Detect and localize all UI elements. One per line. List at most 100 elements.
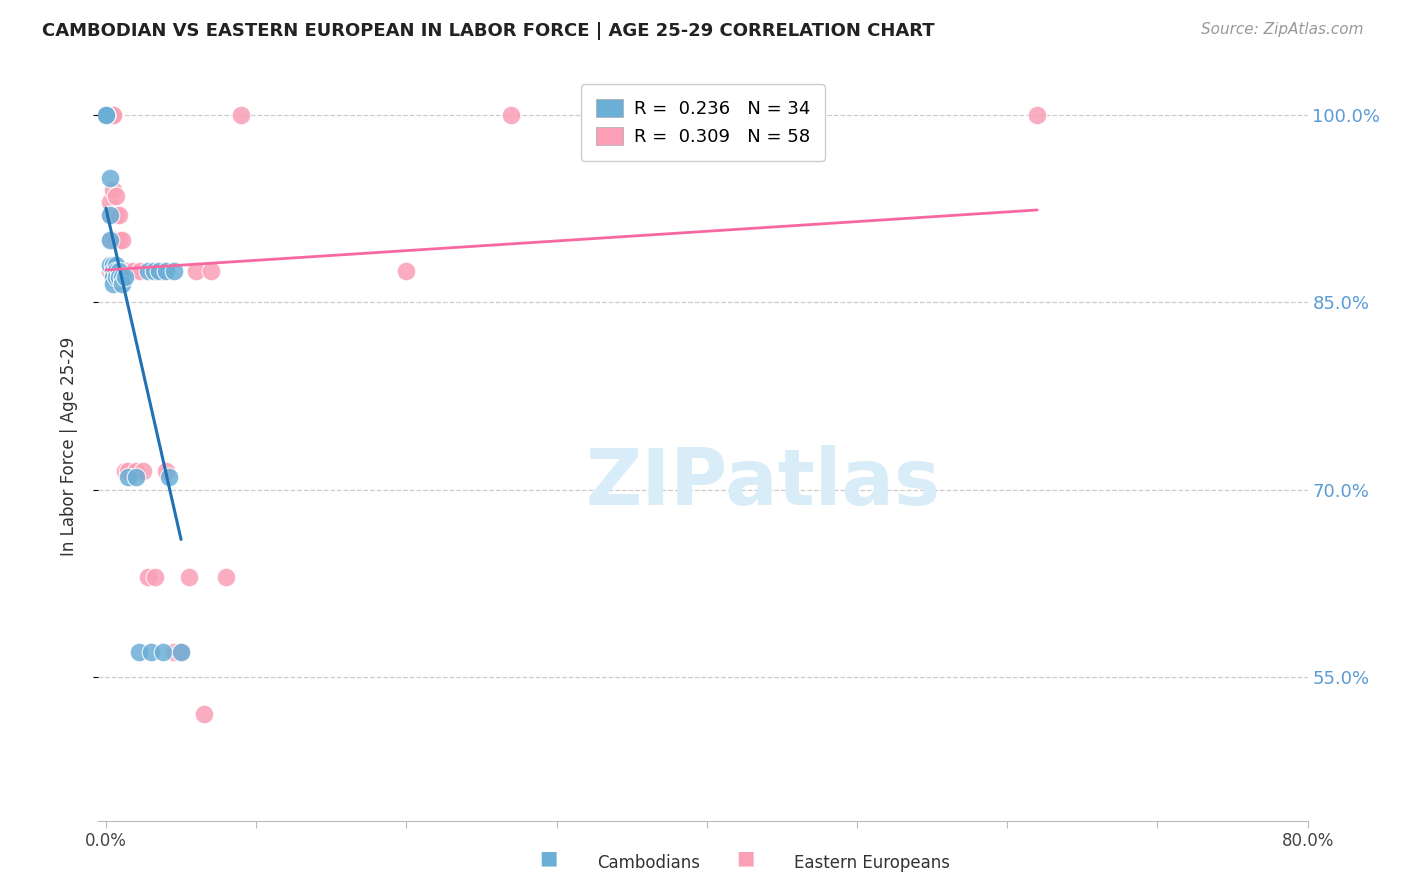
Point	[103, 233, 125, 247]
Point	[108, 264, 131, 278]
Point	[132, 464, 155, 478]
Point	[103, 264, 125, 278]
Point	[145, 570, 167, 584]
Point	[157, 470, 180, 484]
Point	[170, 645, 193, 659]
Point	[94, 108, 117, 122]
Point	[143, 264, 166, 278]
Point	[139, 264, 162, 278]
Point	[501, 108, 523, 122]
Y-axis label: In Labor Force | Age 25-29: In Labor Force | Age 25-29	[59, 336, 77, 556]
Point	[162, 645, 184, 659]
Point	[139, 645, 162, 659]
Point	[100, 195, 122, 210]
Point	[155, 264, 177, 278]
Point	[162, 264, 184, 278]
Point	[215, 570, 238, 584]
Point	[94, 108, 117, 122]
Point	[94, 108, 117, 122]
Point	[103, 277, 125, 291]
Point	[117, 470, 139, 484]
Point	[184, 264, 207, 278]
Text: Cambodians: Cambodians	[598, 855, 700, 872]
Point	[105, 233, 128, 247]
Point	[94, 108, 117, 122]
Point	[111, 233, 134, 247]
Point	[94, 108, 117, 122]
Point	[114, 270, 136, 285]
Point	[103, 208, 125, 222]
Point	[108, 270, 131, 285]
Point	[229, 108, 252, 122]
Point	[100, 233, 122, 247]
Point	[114, 464, 136, 478]
Point	[111, 264, 134, 278]
Point	[105, 270, 128, 285]
Point	[94, 108, 117, 122]
Point	[100, 170, 122, 185]
Point	[1026, 108, 1049, 122]
Point	[129, 264, 152, 278]
Point	[100, 258, 122, 272]
Point	[100, 108, 122, 122]
Point	[177, 570, 200, 584]
Point	[100, 233, 122, 247]
Point	[103, 183, 125, 197]
Point	[111, 277, 134, 291]
Point	[105, 264, 128, 278]
Point	[148, 264, 170, 278]
Text: ZIPatlas: ZIPatlas	[586, 445, 941, 522]
Point	[94, 108, 117, 122]
Point	[94, 108, 117, 122]
Text: ■: ■	[538, 849, 558, 868]
Point	[94, 108, 117, 122]
Point	[94, 108, 117, 122]
Point	[620, 108, 643, 122]
Point	[100, 108, 122, 122]
Point	[170, 645, 193, 659]
Point	[100, 208, 122, 222]
Point	[103, 270, 125, 285]
Point	[111, 270, 134, 285]
Point	[105, 258, 128, 272]
Point	[155, 464, 177, 478]
Point	[193, 707, 215, 722]
Point	[200, 264, 222, 278]
Point	[108, 233, 131, 247]
Point	[100, 108, 122, 122]
Point	[128, 645, 150, 659]
Point	[125, 470, 148, 484]
Point	[152, 264, 174, 278]
Point	[103, 108, 125, 122]
Point	[105, 189, 128, 203]
Point	[152, 645, 174, 659]
Point	[94, 108, 117, 122]
Point	[108, 208, 131, 222]
Point	[103, 258, 125, 272]
Point	[100, 264, 122, 278]
Point	[125, 464, 148, 478]
Point	[103, 270, 125, 285]
Point	[395, 264, 418, 278]
Point	[117, 464, 139, 478]
Point	[94, 108, 117, 122]
Point	[94, 108, 117, 122]
Point	[94, 108, 117, 122]
Point	[105, 264, 128, 278]
Point	[136, 264, 159, 278]
Point	[114, 264, 136, 278]
Text: ■: ■	[735, 849, 755, 868]
Point	[108, 264, 131, 278]
Legend: R =  0.236   N = 34, R =  0.309   N = 58: R = 0.236 N = 34, R = 0.309 N = 58	[582, 84, 824, 161]
Text: CAMBODIAN VS EASTERN EUROPEAN IN LABOR FORCE | AGE 25-29 CORRELATION CHART: CAMBODIAN VS EASTERN EUROPEAN IN LABOR F…	[42, 22, 935, 40]
Point	[136, 570, 159, 584]
Point	[94, 108, 117, 122]
Point	[100, 208, 122, 222]
Point	[122, 264, 145, 278]
Point	[103, 108, 125, 122]
Text: Source: ZipAtlas.com: Source: ZipAtlas.com	[1201, 22, 1364, 37]
Point	[103, 264, 125, 278]
Point	[117, 264, 139, 278]
Point	[105, 208, 128, 222]
Point	[100, 108, 122, 122]
